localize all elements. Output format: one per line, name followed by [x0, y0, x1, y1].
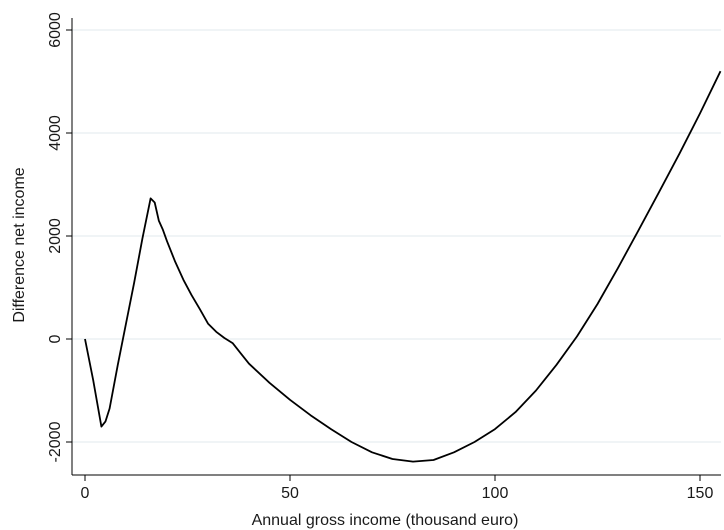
x-tick-label: 50	[281, 485, 299, 502]
y-tick-label: 2000	[47, 218, 64, 254]
y-tick-label: 6000	[47, 12, 64, 48]
x-tick-label: 150	[687, 485, 714, 502]
grid-lines	[72, 29, 721, 443]
y-tick-label: 4000	[47, 115, 64, 151]
axes	[71, 18, 721, 476]
x-tick-label: 0	[81, 485, 90, 502]
y-ticks: -2000 0 2000 4000 6000	[47, 12, 72, 462]
x-axis-label: Annual gross income (thousand euro)	[252, 512, 519, 529]
series-line	[84, 70, 722, 463]
x-tick-label: 100	[482, 485, 509, 502]
y-tick-label: -2000	[47, 421, 64, 462]
series-layer	[84, 70, 722, 463]
y-tick-label: 0	[47, 334, 64, 343]
x-ticks: 0 50 100 150	[81, 475, 714, 502]
y-axis-label: Difference net income	[11, 167, 28, 322]
